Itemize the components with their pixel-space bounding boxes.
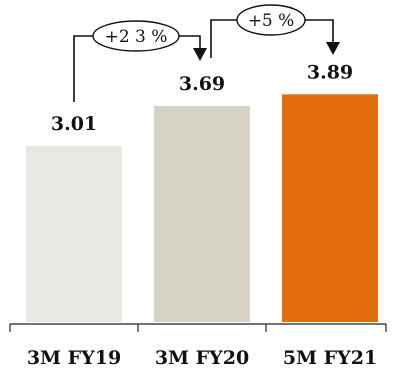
growth-label-1: +2 3 % — [105, 27, 168, 47]
value-label-1: 3.01 — [51, 113, 97, 135]
growth-label-2: +5 % — [248, 11, 295, 31]
category-label-1: 3M FY19 — [27, 347, 121, 369]
growth-annotation-1: +2 3 % — [73, 20, 207, 102]
category-label-2: 3M FY20 — [155, 347, 249, 369]
category-label-3: 5M FY21 — [283, 347, 377, 369]
bar-2 — [154, 106, 250, 322]
value-label-3: 3.89 — [307, 61, 353, 83]
bars-layer — [26, 94, 378, 322]
arrow-down-icon — [326, 42, 340, 55]
growth-annotation-2: +5 % — [210, 4, 340, 58]
arrow-down-icon — [193, 48, 207, 61]
bar-3 — [282, 94, 378, 322]
value-labels-layer: 3.01 3.69 3.89 — [51, 61, 353, 135]
growth-bubble — [92, 20, 180, 52]
bar-1 — [26, 145, 122, 322]
x-axis: 3M FY19 3M FY20 5M FY21 — [9, 323, 387, 369]
growth-annotations: +2 3 % +5 % — [73, 4, 340, 102]
growth-bubble — [236, 4, 306, 36]
value-label-2: 3.69 — [179, 73, 225, 95]
